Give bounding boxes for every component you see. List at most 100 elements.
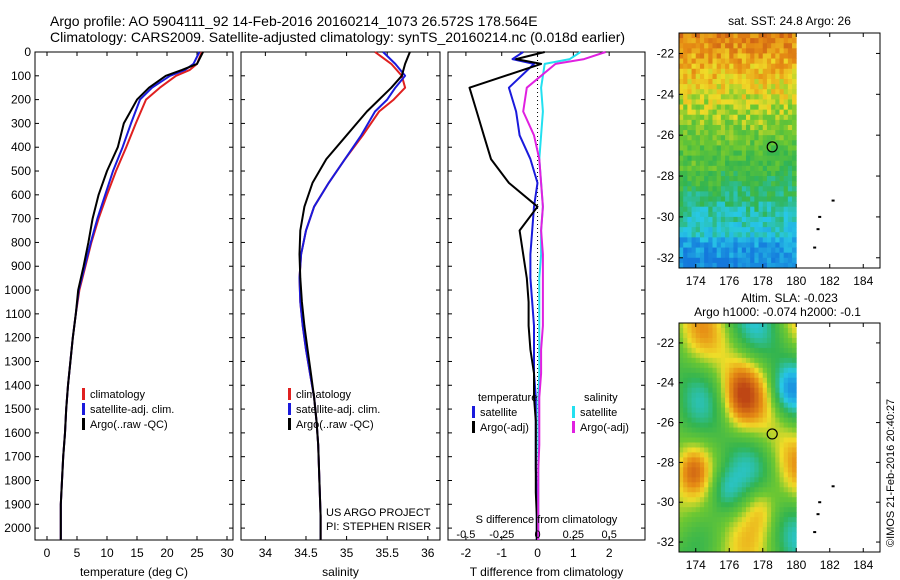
sst_map-cell bbox=[758, 160, 764, 167]
sla_map-cell bbox=[792, 452, 797, 458]
sla_map-cell bbox=[733, 452, 739, 458]
sst_map-cell bbox=[687, 43, 692, 49]
sla_map-cell bbox=[708, 432, 713, 438]
sst_map-cell bbox=[746, 99, 751, 105]
sst_map-cell bbox=[750, 73, 755, 80]
sst_map-cell bbox=[787, 84, 793, 90]
sst_map-cell bbox=[737, 33, 743, 39]
sst_map-cell bbox=[750, 109, 755, 116]
sla_map-cell bbox=[783, 462, 789, 468]
sst_map-cell bbox=[766, 232, 772, 238]
sla_map-cell bbox=[775, 467, 780, 473]
sst_map-cell bbox=[683, 68, 688, 75]
sla_map-cell bbox=[758, 542, 764, 548]
sla_map-cell bbox=[746, 462, 751, 468]
sst_map-lat-label: -32 bbox=[657, 251, 675, 265]
sla_map-cell bbox=[704, 357, 709, 364]
sla_map-cell bbox=[787, 327, 793, 334]
sst_map-cell bbox=[754, 130, 759, 136]
sla_map-cell bbox=[716, 357, 722, 364]
sla_map-cell bbox=[687, 357, 692, 364]
sla_map-cell bbox=[746, 447, 751, 453]
sla_map-cell bbox=[741, 347, 747, 354]
sst_map-cell bbox=[691, 155, 697, 162]
sla_map-cell bbox=[733, 467, 739, 473]
sst_map-cell bbox=[787, 216, 793, 223]
sst_map-cell bbox=[762, 170, 768, 177]
sst_map-cell bbox=[708, 84, 713, 90]
sst_map-cell bbox=[750, 160, 755, 167]
sla_map-cell bbox=[729, 522, 734, 528]
sst_map-cell bbox=[787, 196, 793, 202]
sla_map-cell bbox=[695, 337, 701, 344]
sst_map-cell bbox=[716, 99, 722, 105]
salinity-difference-tick-label: -0.25 bbox=[489, 529, 514, 541]
sla_map-cell bbox=[779, 352, 785, 359]
sst_map-cell bbox=[741, 242, 747, 248]
sst_map-cell bbox=[683, 191, 688, 197]
sst_map-cell bbox=[750, 165, 755, 172]
sst_map-cell bbox=[704, 43, 709, 49]
sla_map-cell bbox=[750, 357, 755, 364]
sst_map-cell bbox=[704, 242, 709, 248]
sst_map-cell bbox=[750, 242, 755, 248]
sst_map-cell bbox=[691, 135, 697, 141]
sst_map-cell bbox=[679, 196, 684, 202]
sst_map-cell bbox=[720, 216, 726, 223]
sla_map-cell bbox=[775, 497, 780, 503]
sla_map-cell bbox=[733, 517, 739, 523]
sst_map-cell bbox=[783, 201, 789, 208]
sla_map-cell bbox=[792, 477, 797, 483]
sst_map-cell bbox=[687, 176, 692, 182]
sst_map-cell bbox=[695, 257, 701, 264]
sst_map-cell bbox=[729, 186, 734, 192]
sla_map-cell bbox=[695, 387, 701, 394]
sst_map-cell bbox=[758, 145, 764, 151]
sla_map-cell bbox=[687, 537, 692, 543]
sla_map-cell bbox=[691, 377, 697, 384]
sla_map-cell bbox=[683, 467, 688, 473]
sst_map-cell bbox=[783, 170, 789, 177]
sst_map-cell bbox=[737, 89, 743, 95]
sst_map-cell bbox=[787, 262, 793, 269]
sla_map-cell bbox=[691, 323, 697, 329]
sla_map-cell bbox=[683, 542, 688, 548]
sla_map-cell bbox=[750, 352, 755, 359]
sla_map-cell bbox=[687, 432, 692, 438]
sla_map-cell bbox=[758, 487, 764, 493]
sst_map-cell bbox=[687, 140, 692, 146]
sla_map-cell bbox=[737, 327, 743, 334]
sla_map-cell bbox=[792, 462, 797, 468]
sla_map-cell bbox=[779, 457, 785, 463]
depth-tick-label: 900 bbox=[11, 259, 31, 273]
sla_map-cell bbox=[758, 547, 764, 553]
sla_map-cell bbox=[695, 477, 701, 483]
sst_map-cell bbox=[762, 48, 768, 54]
sst_map-cell bbox=[754, 201, 759, 208]
sst_map-cell bbox=[704, 73, 709, 80]
sst_map-cell bbox=[712, 262, 718, 269]
sst_map-cell bbox=[762, 63, 768, 70]
sla_map-cell bbox=[762, 487, 768, 493]
sst_map-cell bbox=[729, 196, 734, 202]
sst_map-cell bbox=[733, 257, 739, 264]
sla_map-cell bbox=[792, 342, 797, 349]
sst_map-cell bbox=[691, 114, 697, 121]
sst_map-cell bbox=[716, 124, 722, 131]
sst_map-cell bbox=[792, 48, 797, 54]
sla_map-cell bbox=[792, 537, 797, 543]
sst_map-cell bbox=[699, 99, 705, 105]
sla_map-cell bbox=[708, 347, 713, 354]
sla_map-cell bbox=[737, 497, 743, 503]
sst_map-cell bbox=[687, 196, 692, 202]
sst_map-cell bbox=[771, 63, 776, 70]
sla_map-cell bbox=[779, 467, 785, 473]
temperature-legend-swatch bbox=[82, 418, 85, 430]
sst_map-cell bbox=[695, 211, 701, 218]
sst_map-cell bbox=[716, 165, 722, 172]
sst_map-cell bbox=[683, 53, 688, 59]
sst_map-cell bbox=[683, 58, 688, 65]
sla_map-cell bbox=[729, 327, 734, 334]
sla_map-cell bbox=[737, 467, 743, 473]
sst_map-cell bbox=[712, 48, 718, 54]
